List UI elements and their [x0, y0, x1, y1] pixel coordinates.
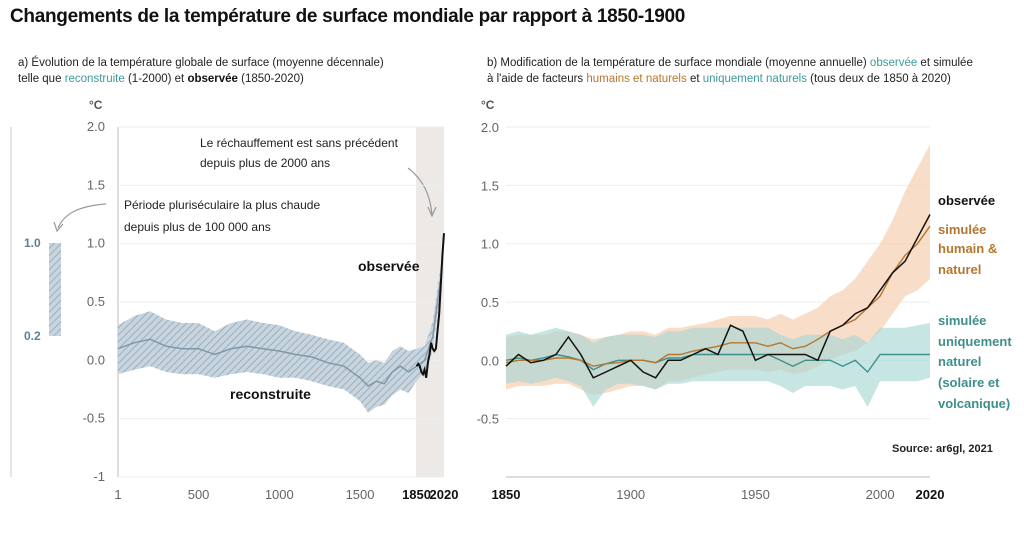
- panel-a-unit: °C: [89, 98, 103, 112]
- y-tick-label-a: -0.5: [83, 411, 105, 426]
- subtitle-reconstructed: reconstruite: [64, 73, 125, 85]
- side-bar-top-label: 1.0: [24, 236, 41, 250]
- y-tick-label-b: -0.5: [477, 412, 499, 427]
- subtitle-text: telle que: [18, 73, 65, 85]
- subtitle-text: (1-2000) et: [124, 73, 188, 85]
- panel-b-plot: 2.0 1.5 1.0 0.5 0.0 -0.5 1850 1900 1950 2000 2020: [477, 120, 945, 502]
- subtitle-observed: observée: [187, 73, 238, 85]
- panel-a-plot: 2.01.51.00.50.0-0.5-11 500 1000 1500 1850202…: [83, 119, 459, 502]
- y-tick-label-b: 0.5: [481, 295, 499, 310]
- panel-b-subtitle: b) Modification de la température de sur…: [487, 55, 973, 87]
- label-reconstructed-a: reconstruite: [230, 386, 311, 402]
- legend-natural-line2: uniquement: [938, 334, 1012, 349]
- legend-human-line3: naturel: [938, 262, 981, 277]
- x-tick-label-b: 2000: [866, 487, 895, 502]
- y-tick-label-a: 1.5: [87, 177, 105, 192]
- panel-b-subtitle-line1: b) Modification de la température de sur…: [487, 55, 973, 71]
- legend-natural-line1: simulée: [938, 313, 986, 328]
- annotation-warmest-line1: Période pluriséculaire la plus chaude: [124, 198, 320, 212]
- y-tick-label-b: 0.0: [481, 353, 499, 368]
- panel-a-subtitle-line1: a) Évolution de la température globale d…: [18, 57, 384, 69]
- legend-natural-line4: (solaire et: [938, 375, 1000, 390]
- subtitle-natural: uniquement naturels: [702, 73, 807, 85]
- x-tick-label-a: 1850: [402, 487, 431, 502]
- side-bar-bottom-label: 0.2: [24, 329, 41, 343]
- reconstructed-line: [117, 278, 442, 387]
- human-natural-line: [505, 225, 931, 367]
- subtitle-text: (1850-2020): [237, 73, 304, 85]
- legend-natural-line3: naturel: [938, 354, 981, 369]
- panel-a-subtitle: a) Évolution de la température globale d…: [18, 55, 384, 87]
- legend-natural-line5: volcanique): [938, 396, 1010, 411]
- x-tick-label-b: 1850: [492, 487, 521, 502]
- observed-line-a: [415, 233, 445, 378]
- legend-human-line1: simulée: [938, 222, 986, 237]
- source-note: Source: ar6gl, 2021: [892, 443, 993, 455]
- subtitle-text: et: [686, 73, 703, 85]
- legend-observed: observée: [938, 193, 995, 208]
- y-tick-label-a: 0.5: [87, 294, 105, 309]
- y-tick-label-a: 2.0: [87, 119, 105, 134]
- x-tick-label-a: 1000: [265, 487, 294, 502]
- panel-b-unit: °C: [481, 98, 495, 112]
- y-tick-label-a: -1: [93, 469, 105, 484]
- x-tick-label-a: 500: [188, 487, 210, 502]
- y-tick-label-a: 0.0: [87, 352, 105, 367]
- subtitle-text: à l'aide de facteurs: [487, 73, 587, 85]
- x-tick-label-a: 1: [114, 487, 121, 502]
- annotation-arrow-1: [407, 167, 433, 215]
- panel-b-subtitle-line2: à l'aide de facteurs humains et naturels…: [487, 71, 973, 87]
- y-tick-label-b: 1.0: [481, 237, 499, 252]
- x-tick-label-a: 2020: [430, 487, 459, 502]
- page-title: Changements de la température de surface…: [10, 6, 686, 27]
- subtitle-text: b) Modification de la température de sur…: [487, 57, 870, 69]
- x-tick-label-b: 2020: [916, 487, 945, 502]
- y-tick-label-b: 1.5: [481, 178, 499, 193]
- y-tick-label-b: 2.0: [481, 120, 499, 135]
- annotation-warmest-line2: depuis plus de 100 000 ans: [124, 220, 271, 234]
- label-observed-a: observée: [358, 258, 420, 274]
- subtitle-text: (tous deux de 1850 à 2020): [806, 73, 951, 85]
- subtitle-human: humains et naturels: [586, 73, 687, 85]
- x-tick-label-b: 1900: [616, 487, 645, 502]
- panel-a-subtitle-line2: telle que reconstruite (1-2000) et obser…: [18, 71, 384, 87]
- x-tick-label-b: 1950: [741, 487, 770, 502]
- annotation-arrow-2-head: [53, 221, 64, 233]
- annotation-arrow-1-head: [427, 206, 437, 218]
- annotation-unprecedented-line2: depuis plus de 2000 ans: [200, 156, 330, 170]
- legend-human-line2: humain &: [938, 241, 997, 256]
- reconstructed-band: [118, 264, 441, 413]
- annotation-unprecedented-line1: Le réchauffement est sans précédent: [200, 136, 399, 150]
- annotation-arrow-2: [57, 203, 107, 229]
- x-tick-label-a: 1500: [346, 487, 375, 502]
- observed-line-b: [505, 214, 931, 379]
- subtitle-observed: observée: [869, 57, 918, 69]
- human-natural-band: [506, 144, 930, 396]
- subtitle-text: et simulée: [917, 57, 973, 69]
- y-tick-label-a: 1.0: [87, 236, 105, 251]
- side-bar: [49, 243, 61, 336]
